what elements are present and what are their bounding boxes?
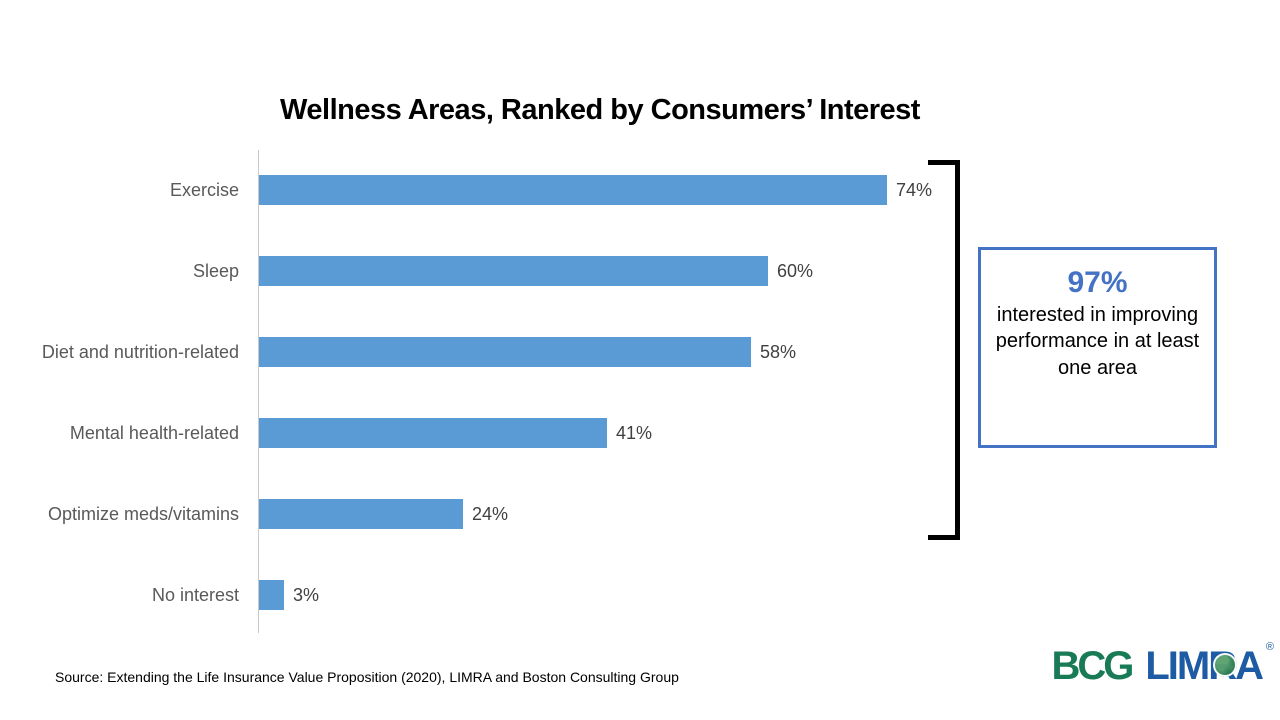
grouping-bracket	[928, 160, 960, 540]
chart-row: Sleep 60%	[0, 256, 960, 286]
value-label: 3%	[293, 584, 320, 605]
bar-chart: Exercise 74% Sleep 60% Diet and nutrition-re…	[0, 150, 960, 633]
value-label: 24%	[472, 503, 509, 524]
category-label: Diet and nutrition-related	[41, 341, 239, 362]
logos: BCG LIMRA ®	[1051, 642, 1274, 688]
callout-headline: 97%	[1067, 266, 1128, 299]
bar	[259, 499, 463, 529]
registered-trademark-icon: ®	[1265, 641, 1274, 653]
chart-row: Diet and nutrition-related 58%	[0, 337, 960, 367]
value-label: 58%	[760, 341, 797, 362]
chart-row: Optimize meds/vitamins 24%	[0, 499, 960, 529]
category-label: Optimize meds/vitamins	[47, 503, 239, 524]
value-label: 60%	[777, 260, 814, 281]
y-axis-line	[258, 150, 259, 633]
bar	[259, 175, 887, 205]
category-label: Exercise	[169, 179, 239, 200]
chart-title: Wellness Areas, Ranked by Consumers’ Int…	[280, 94, 920, 126]
category-label: Sleep	[192, 260, 239, 281]
bar	[259, 256, 768, 286]
value-label: 74%	[896, 179, 933, 200]
value-label: 41%	[616, 422, 653, 443]
category-label: Mental health-related	[69, 422, 239, 443]
bar	[259, 580, 284, 610]
bar	[259, 418, 607, 448]
callout-box: 97% interested in improving performance …	[978, 247, 1217, 448]
globe-icon	[1213, 653, 1238, 677]
limra-logo-text: LIMRA	[1145, 644, 1264, 688]
chart-row: Mental health-related 41%	[0, 418, 960, 448]
callout-body: interested in improving performance in a…	[995, 304, 1200, 379]
limra-logo: LIMRA ®	[1145, 642, 1274, 688]
chart-row: No interest 3%	[0, 580, 960, 610]
source-note: Source: Extending the Life Insurance Val…	[55, 669, 679, 685]
chart-row: Exercise 74%	[0, 175, 960, 205]
bcg-logo: BCG	[1051, 644, 1134, 688]
bar	[259, 337, 751, 367]
category-label: No interest	[151, 584, 239, 605]
